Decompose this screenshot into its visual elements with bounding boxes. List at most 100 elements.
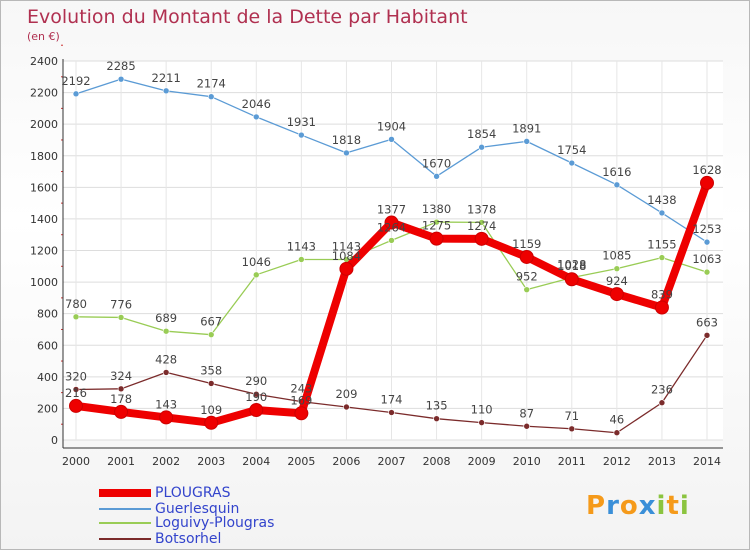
data-label: 178 xyxy=(110,392,132,406)
legend-label: PLOUGRAS xyxy=(155,485,231,501)
logo-letter: t xyxy=(666,491,680,521)
data-point xyxy=(117,385,125,393)
data-label: 1854 xyxy=(467,127,496,141)
data-label: 1018 xyxy=(557,259,586,273)
chart-unit: (en €) xyxy=(27,30,60,43)
data-label: 1438 xyxy=(647,193,676,207)
data-label: 209 xyxy=(335,387,357,401)
data-label: 243 xyxy=(290,382,312,396)
x-tick-label: 2014 xyxy=(693,455,721,468)
data-point xyxy=(658,209,666,217)
data-point xyxy=(703,238,711,246)
y-tick-label: 1000 xyxy=(30,276,58,289)
data-label: 663 xyxy=(696,315,718,329)
data-point xyxy=(294,406,309,421)
x-tick-label: 2001 xyxy=(107,455,135,468)
y-tick-label: 1800 xyxy=(30,150,58,163)
data-point xyxy=(204,415,219,430)
data-point xyxy=(433,172,440,180)
data-point xyxy=(388,409,395,416)
y-tick-label: 2400 xyxy=(30,55,58,68)
data-point xyxy=(252,390,260,398)
y-tick-label: 1600 xyxy=(30,181,58,194)
x-tick-label: 2008 xyxy=(423,455,451,468)
logo-letter: o xyxy=(619,491,639,521)
legend-label: Loguivy-Plougras xyxy=(155,515,275,531)
data-point xyxy=(478,419,485,426)
data-point xyxy=(609,287,624,302)
data-label: 2046 xyxy=(242,97,271,111)
data-point xyxy=(564,272,579,287)
logo-letter: r xyxy=(606,491,620,521)
data-point xyxy=(298,256,305,263)
data-label: 1891 xyxy=(512,121,541,135)
data-point xyxy=(568,425,576,433)
data-point xyxy=(162,369,170,376)
legend-swatch xyxy=(99,489,151,497)
data-label: 1159 xyxy=(512,237,541,251)
data-label: 110 xyxy=(471,403,493,417)
data-label: 109 xyxy=(200,403,222,417)
x-tick-label: 2006 xyxy=(332,455,360,468)
x-tick-label: 2002 xyxy=(152,455,180,468)
data-label: 1253 xyxy=(692,222,721,236)
x-tick-label: 2011 xyxy=(558,455,586,468)
data-label: 1628 xyxy=(692,163,721,177)
data-point xyxy=(162,87,170,95)
logo-letter: x xyxy=(638,491,657,521)
data-label: 143 xyxy=(155,397,177,411)
data-label: 1378 xyxy=(467,202,496,216)
data-point xyxy=(252,113,260,121)
data-point xyxy=(613,181,621,189)
data-label: 1264 xyxy=(377,220,406,234)
x-tick-label: 2007 xyxy=(378,455,406,468)
data-point xyxy=(429,231,444,246)
data-point xyxy=(343,403,350,411)
data-label: 87 xyxy=(519,406,534,420)
y-tick-label: 2000 xyxy=(30,118,58,131)
data-point xyxy=(703,268,711,276)
data-label: 428 xyxy=(155,352,177,366)
data-point xyxy=(298,131,305,139)
data-point xyxy=(72,90,80,98)
y-tick-label: 400 xyxy=(37,371,58,384)
x-tick-label: 2010 xyxy=(513,455,541,468)
data-point xyxy=(72,313,80,321)
legend-swatch xyxy=(99,522,151,524)
data-point xyxy=(339,261,354,276)
y-tick-label: 1400 xyxy=(30,213,58,226)
data-label: 1085 xyxy=(602,249,631,263)
chart-title: Evolution du Montant de la Dette par Hab… xyxy=(27,6,468,28)
x-tick-label: 2000 xyxy=(62,455,90,468)
data-point xyxy=(523,286,531,293)
data-point xyxy=(252,271,260,279)
data-point xyxy=(433,415,440,422)
data-point xyxy=(388,237,395,244)
y-tick-label: 1200 xyxy=(30,245,58,258)
x-tick-label: 2013 xyxy=(648,455,676,468)
data-label: 924 xyxy=(606,274,628,288)
data-label: 689 xyxy=(155,311,177,325)
data-label: 776 xyxy=(110,297,132,311)
data-point xyxy=(384,215,399,230)
data-point xyxy=(478,143,485,151)
data-label: 216 xyxy=(65,386,87,400)
data-label: 667 xyxy=(200,315,222,329)
data-label: 1028 xyxy=(557,258,586,272)
data-label: 952 xyxy=(516,270,538,284)
data-point xyxy=(207,331,215,338)
y-tick-label: 200 xyxy=(37,402,58,415)
data-label: 2285 xyxy=(106,59,135,73)
legend-item-guerlesquin: Guerlesquin xyxy=(99,501,239,517)
logo-letter: P xyxy=(586,491,607,521)
x-tick-label: 2005 xyxy=(287,455,315,468)
data-point xyxy=(388,136,395,143)
data-label: 2192 xyxy=(61,74,90,88)
data-label: 1143 xyxy=(287,240,316,254)
data-point xyxy=(613,429,621,437)
data-point xyxy=(117,75,125,83)
data-point xyxy=(523,138,531,145)
data-label: 135 xyxy=(426,399,448,413)
